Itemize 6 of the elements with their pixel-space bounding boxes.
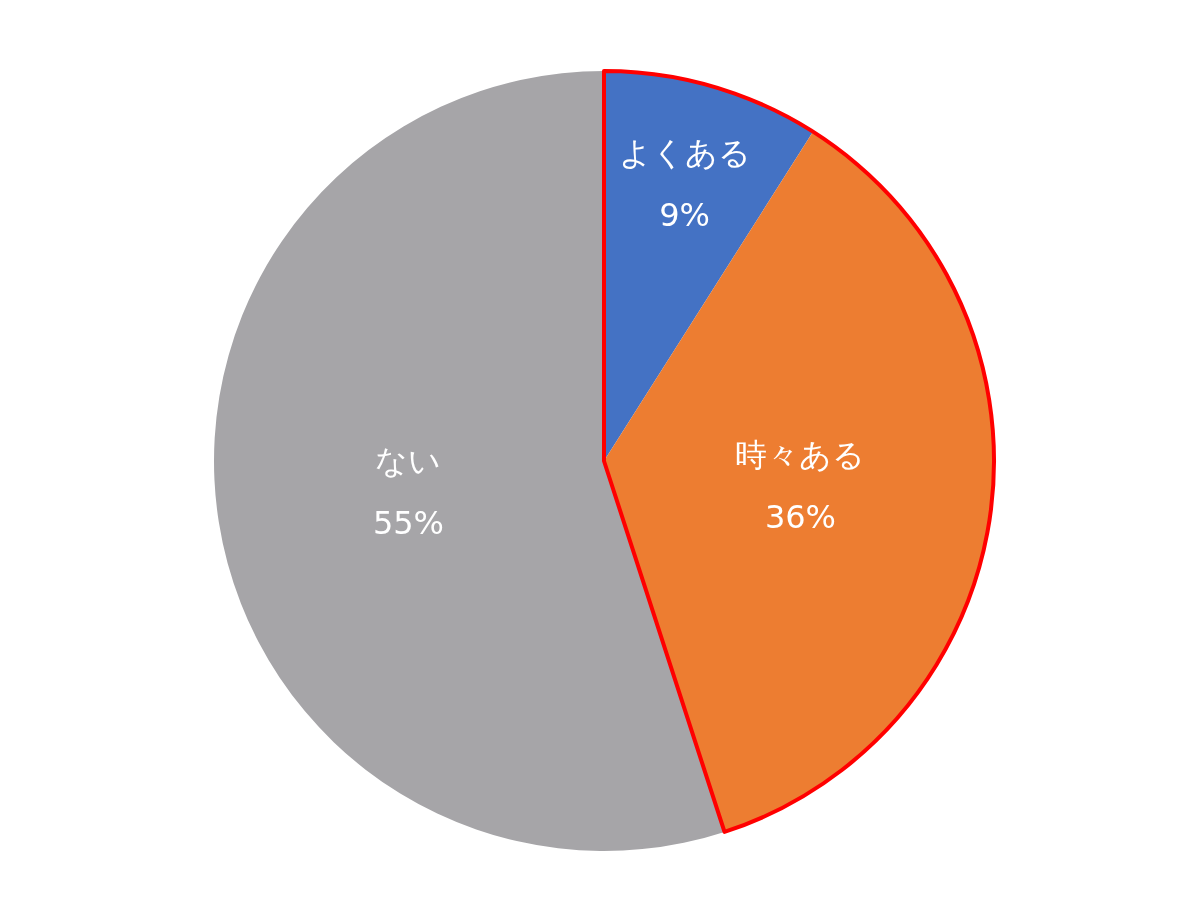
data-label: 36% [764,497,836,536]
data-label: 55% [372,503,444,542]
data-label: 9% [659,195,710,234]
slice-label: ない [375,441,442,480]
slice-label: よくある [618,133,751,172]
slice-label: 時々ある [735,435,866,474]
